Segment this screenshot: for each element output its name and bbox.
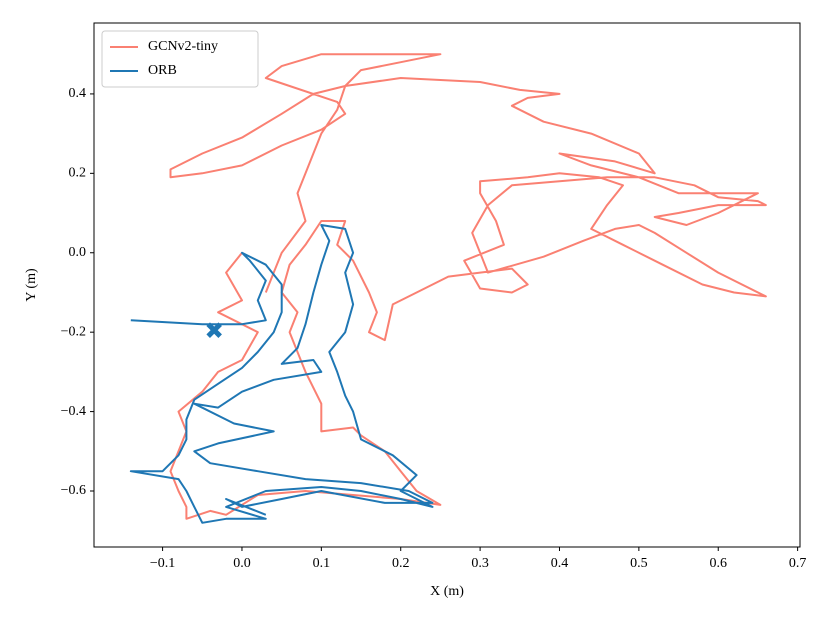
legend-label: ORB bbox=[148, 63, 177, 78]
y-tick-label: 0.4 bbox=[69, 86, 87, 101]
x-tick-label: 0.6 bbox=[709, 556, 727, 571]
y-axis-label: Y (m) bbox=[24, 268, 39, 302]
x-tick-label: 0.0 bbox=[233, 556, 251, 571]
y-tick-label: 0.2 bbox=[69, 166, 87, 181]
x-axis-label: X (m) bbox=[430, 584, 464, 599]
trajectory bbox=[169, 53, 767, 520]
x-tick-label: 0.1 bbox=[313, 556, 331, 571]
x-tick-label: 0.3 bbox=[471, 556, 489, 571]
x-tick-label: 0.7 bbox=[789, 556, 807, 571]
trajectory bbox=[129, 224, 434, 524]
x-tick-label: 0.2 bbox=[392, 556, 410, 571]
y-tick-label: −0.6 bbox=[61, 483, 86, 498]
legend-box bbox=[101, 30, 259, 88]
x-tick-label: −0.1 bbox=[150, 556, 175, 571]
y-tick-label: 0.0 bbox=[69, 245, 87, 260]
end-marker bbox=[206, 322, 222, 338]
plot-frame bbox=[93, 22, 801, 548]
y-tick-label: −0.4 bbox=[61, 404, 86, 419]
y-tick-label: −0.2 bbox=[61, 324, 86, 339]
x-tick-label: 0.5 bbox=[630, 556, 648, 571]
legend-label: GCNv2-tiny bbox=[148, 39, 218, 54]
x-tick-label: 0.4 bbox=[551, 556, 569, 571]
